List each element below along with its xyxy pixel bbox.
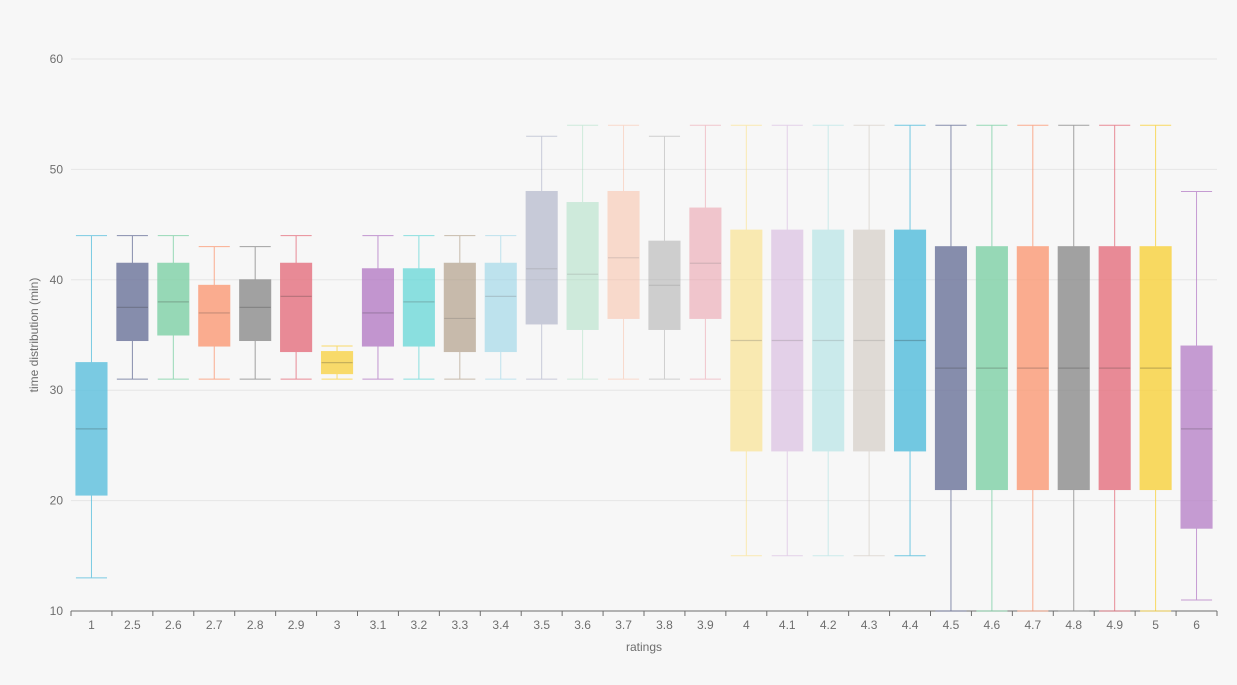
box-1[interactable] bbox=[75, 235, 108, 579]
box-body bbox=[853, 229, 886, 452]
x-tick-label: 3.3 bbox=[451, 618, 468, 632]
box-body bbox=[1098, 246, 1131, 491]
box-body bbox=[1057, 246, 1090, 491]
box-body bbox=[607, 190, 640, 319]
box-body bbox=[484, 262, 517, 353]
box-body bbox=[566, 202, 599, 330]
box-body bbox=[402, 268, 435, 347]
box-3.4[interactable] bbox=[484, 235, 517, 380]
box-3.9[interactable] bbox=[689, 124, 722, 380]
box-body bbox=[771, 229, 804, 452]
box-5[interactable] bbox=[1139, 124, 1172, 612]
x-tick-label: 4.3 bbox=[861, 618, 878, 632]
x-tick-label: 4.5 bbox=[943, 618, 960, 632]
box-4.8[interactable] bbox=[1057, 124, 1090, 612]
box-4.3[interactable] bbox=[853, 124, 886, 557]
x-tick-label: 3.4 bbox=[492, 618, 509, 632]
box-body bbox=[812, 229, 845, 452]
x-tick-label: 3.1 bbox=[370, 618, 387, 632]
y-tick-label: 30 bbox=[50, 383, 64, 397]
x-tick-label: 2.8 bbox=[247, 618, 264, 632]
x-tick-label: 4.8 bbox=[1065, 618, 1082, 632]
x-tick-label: 3.2 bbox=[411, 618, 428, 632]
box-2.8[interactable] bbox=[239, 246, 272, 380]
x-tick-label: 2.6 bbox=[165, 618, 182, 632]
box-body bbox=[1016, 246, 1049, 491]
y-tick-label: 10 bbox=[50, 604, 64, 618]
box-4.9[interactable] bbox=[1098, 124, 1131, 612]
box-2.7[interactable] bbox=[198, 246, 231, 380]
x-tick-label: 3.7 bbox=[615, 618, 632, 632]
box-body bbox=[75, 362, 108, 496]
box-2.5[interactable] bbox=[116, 235, 149, 380]
box-6[interactable] bbox=[1180, 190, 1213, 601]
x-tick-label: 3.9 bbox=[697, 618, 714, 632]
x-tick-label: 4.2 bbox=[820, 618, 837, 632]
box-body bbox=[1139, 246, 1172, 491]
box-body bbox=[116, 262, 149, 342]
x-tick-label: 4 bbox=[743, 618, 750, 632]
box-3[interactable] bbox=[320, 345, 354, 380]
box-body bbox=[1180, 345, 1213, 529]
x-tick-label: 1 bbox=[88, 618, 95, 632]
x-tick-label: 2.7 bbox=[206, 618, 223, 632]
box-4.4[interactable] bbox=[893, 124, 927, 557]
box-body bbox=[157, 262, 190, 336]
box-3.6[interactable] bbox=[566, 124, 599, 380]
box-3.5[interactable] bbox=[525, 135, 558, 380]
box-body bbox=[525, 190, 558, 325]
box-2.6[interactable] bbox=[157, 235, 190, 380]
box-body bbox=[198, 284, 231, 347]
box-4.5[interactable] bbox=[934, 124, 968, 612]
box-body bbox=[239, 279, 272, 342]
box-body bbox=[648, 240, 681, 330]
box-body bbox=[280, 262, 313, 353]
y-tick-label: 20 bbox=[50, 494, 64, 508]
box-body bbox=[689, 207, 722, 319]
x-tick-label: 6 bbox=[1193, 618, 1200, 632]
box-body bbox=[320, 351, 354, 375]
box-3.7[interactable] bbox=[607, 124, 640, 380]
x-tick-label: 3.8 bbox=[656, 618, 673, 632]
x-tick-label: 3 bbox=[334, 618, 341, 632]
box-3.3[interactable] bbox=[443, 235, 476, 380]
box-2.9[interactable] bbox=[280, 235, 313, 380]
y-tick-label: 60 bbox=[50, 52, 64, 66]
x-tick-label: 5 bbox=[1152, 618, 1159, 632]
x-tick-label: 4.9 bbox=[1106, 618, 1123, 632]
box-3.1[interactable] bbox=[361, 235, 395, 380]
x-tick-label: 4.7 bbox=[1024, 618, 1041, 632]
x-tick-label: 2.5 bbox=[124, 618, 141, 632]
y-tick-label: 50 bbox=[50, 162, 64, 176]
box-4.1[interactable] bbox=[771, 124, 804, 557]
box-4.6[interactable] bbox=[975, 124, 1008, 612]
box-body bbox=[934, 246, 968, 491]
box-series bbox=[75, 124, 1213, 612]
y-tick-label: 40 bbox=[50, 273, 64, 287]
x-tick-label: 4.4 bbox=[902, 618, 919, 632]
box-4.7[interactable] bbox=[1016, 124, 1049, 612]
box-body bbox=[893, 229, 927, 452]
x-axis: 1 2.5 2.6 2.7 2.8 2.9 3 3.1 3.2 3.3 3.4 3.5 3.6 3.7 3.… bbox=[70, 610, 1218, 632]
box-3.8[interactable] bbox=[648, 135, 681, 380]
box-body bbox=[361, 268, 395, 347]
x-axis-label: ratings bbox=[626, 640, 662, 654]
box-body bbox=[975, 246, 1008, 491]
box-4.2[interactable] bbox=[812, 124, 845, 557]
x-tick-label: 2.9 bbox=[288, 618, 305, 632]
x-tick-label: 4.6 bbox=[984, 618, 1001, 632]
box-3.2[interactable] bbox=[402, 235, 435, 380]
y-axis: 10 20 30 40 50 60 bbox=[50, 52, 64, 618]
x-tick-label: 4.1 bbox=[779, 618, 796, 632]
box-4[interactable] bbox=[730, 124, 763, 557]
x-tick-label: 3.5 bbox=[533, 618, 550, 632]
box-body bbox=[443, 262, 476, 353]
y-axis-label: time distribution (min) bbox=[27, 278, 41, 393]
x-tick-label: 3.6 bbox=[574, 618, 591, 632]
box-body bbox=[730, 229, 763, 452]
